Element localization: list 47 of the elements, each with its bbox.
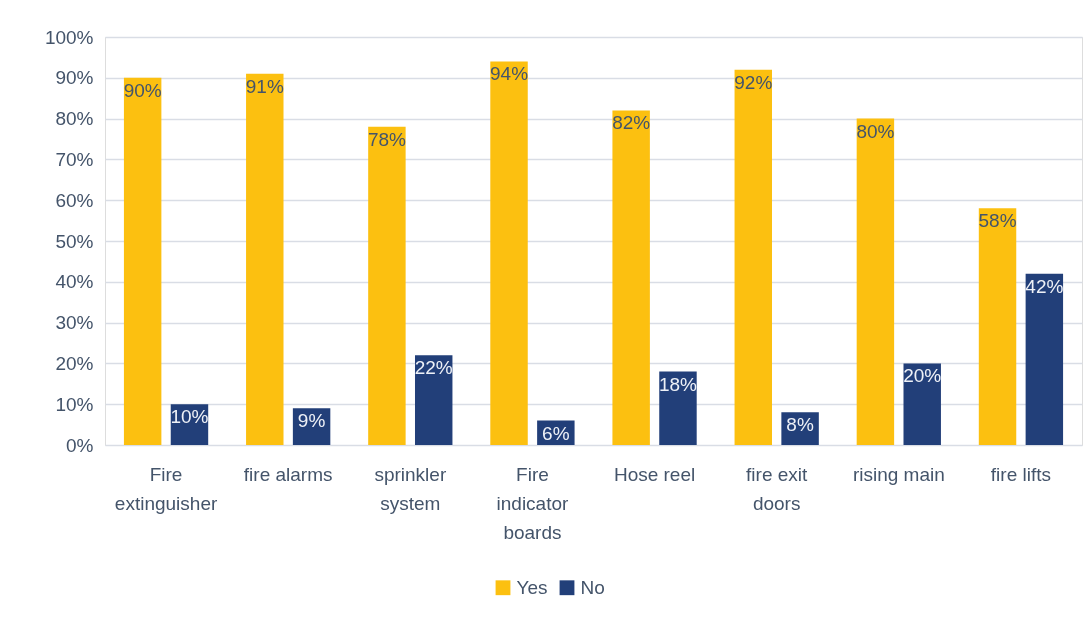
- data-label: 80%: [856, 120, 895, 142]
- bar: [1025, 273, 1064, 445]
- legend-label: No: [580, 576, 605, 598]
- y-tick-label: 60%: [55, 189, 94, 211]
- y-tick-label: 80%: [55, 108, 94, 130]
- y-tick-label: 10%: [55, 393, 94, 415]
- data-label: 90%: [123, 79, 162, 101]
- x-tick-label: rising main: [852, 463, 945, 485]
- legend-label: Yes: [516, 576, 548, 598]
- data-label: 22%: [414, 357, 453, 379]
- x-tick-label: Fire indicator boards: [496, 463, 570, 543]
- bar: [368, 126, 406, 445]
- y-tick-label: 40%: [55, 271, 94, 293]
- y-tick-label: 20%: [55, 352, 94, 374]
- y-tick-label: 70%: [55, 148, 94, 170]
- data-label: 94%: [490, 63, 529, 85]
- x-tick-label: fire alarms: [243, 463, 333, 485]
- data-label: 82%: [612, 112, 651, 134]
- bar: [856, 118, 895, 445]
- data-label: 6%: [542, 422, 570, 444]
- x-tick-label: Fire extinguisher: [114, 463, 218, 514]
- bar: [659, 371, 697, 445]
- y-tick-label: 100%: [44, 26, 94, 48]
- bar: [612, 110, 650, 445]
- bar: [490, 61, 528, 445]
- data-label: 9%: [297, 410, 326, 432]
- data-label: 92%: [734, 71, 773, 93]
- bar: [414, 355, 453, 445]
- data-label: 18%: [658, 373, 698, 395]
- data-label: 8%: [786, 414, 814, 436]
- data-label: 20%: [903, 365, 942, 387]
- data-label: 78%: [367, 128, 407, 150]
- bar: [903, 363, 941, 445]
- data-label: 58%: [978, 210, 1017, 232]
- y-tick-label: 50%: [55, 230, 94, 252]
- x-tick-label: fire exit doors: [746, 463, 809, 514]
- bar: [734, 69, 773, 445]
- y-tick-label: 90%: [55, 67, 94, 89]
- x-tick-label: Hose reel: [613, 463, 696, 485]
- y-tick-label: 0%: [66, 434, 94, 456]
- y-tick-label: 30%: [55, 312, 94, 334]
- x-tick-label: sprinkler system: [374, 463, 447, 514]
- bar: [978, 208, 1017, 445]
- data-label: 10%: [170, 406, 209, 428]
- bar: [246, 73, 284, 445]
- x-tick-label: fire lifts: [990, 463, 1052, 485]
- bar: [123, 77, 162, 445]
